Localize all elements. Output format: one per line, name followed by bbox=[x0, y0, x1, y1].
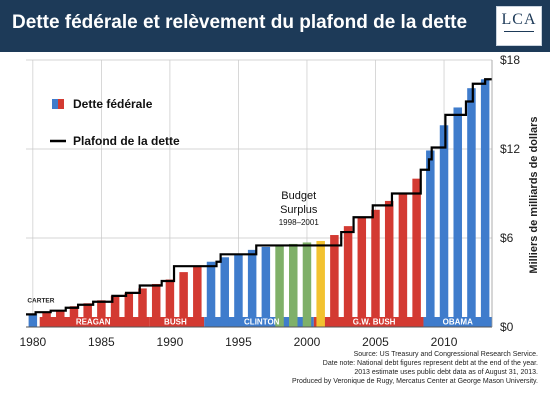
legend-swatch-blue bbox=[52, 99, 58, 109]
x-tick-label: 1985 bbox=[88, 335, 115, 349]
era-label: REAGAN bbox=[76, 318, 111, 327]
debt-bar bbox=[453, 107, 462, 327]
surplus-label: Budget bbox=[281, 190, 316, 202]
debt-bar bbox=[124, 292, 134, 327]
debt-bar bbox=[357, 217, 367, 327]
era-label: BUSH bbox=[164, 318, 187, 327]
surplus-range-label: 1998–2001 bbox=[279, 218, 320, 227]
debt-bar bbox=[371, 209, 380, 327]
debt-bar bbox=[467, 88, 476, 327]
debt-bar bbox=[247, 249, 257, 327]
era-band bbox=[39, 317, 150, 327]
legend-label-debt: Dette fédérale bbox=[73, 97, 153, 111]
era-label: G.W. BUSH bbox=[353, 318, 396, 327]
debt-bar bbox=[398, 193, 408, 327]
legend-label-ceiling: Plafond de la dette bbox=[73, 134, 180, 148]
debt-bar bbox=[179, 272, 188, 327]
debt-bar bbox=[343, 226, 353, 327]
logo-text: LCA bbox=[501, 11, 537, 28]
debt-bar bbox=[42, 312, 51, 327]
x-tick-label: 2000 bbox=[294, 335, 321, 349]
x-tick-label: 2010 bbox=[431, 335, 458, 349]
debt-bar bbox=[330, 235, 339, 327]
x-tick-label: 2005 bbox=[362, 335, 389, 349]
debt-bar bbox=[56, 310, 65, 327]
page-title: Dette fédérale et relèvement du plafond … bbox=[12, 12, 468, 33]
y-tick-label: $0 bbox=[500, 320, 514, 334]
x-tick-label: 1990 bbox=[157, 335, 184, 349]
debt-bar bbox=[426, 150, 435, 327]
era-label-carter: CARTER bbox=[27, 298, 54, 305]
debt-bar bbox=[384, 200, 394, 327]
source-line: Produced by Veronique de Rugy, Mercatus … bbox=[291, 378, 538, 385]
debt-bar bbox=[302, 242, 312, 327]
debt-bar bbox=[206, 261, 216, 327]
debt-bar bbox=[97, 300, 106, 327]
debt-ceiling-line bbox=[26, 78, 492, 316]
logo-divider bbox=[504, 31, 534, 32]
x-tick-label: 1995 bbox=[225, 335, 252, 349]
debt-bar bbox=[69, 306, 79, 327]
debt-bar bbox=[439, 125, 449, 328]
source-notes: Source: US Treasury and Congressional Re… bbox=[208, 350, 538, 386]
era-band bbox=[149, 317, 205, 327]
debt-bar bbox=[261, 246, 271, 327]
debt-bar bbox=[316, 240, 325, 327]
debt-bar bbox=[193, 266, 202, 327]
y-tick-label: $18 bbox=[500, 53, 520, 67]
debt-bar bbox=[151, 283, 161, 327]
debt-chart: CARTER REAGAN BUSH CLINTON G.W. BUSH OBAMA 198… bbox=[20, 53, 540, 349]
debt-bar bbox=[289, 243, 298, 327]
title-bar: Dette fédérale et relèvement du plafond … bbox=[0, 0, 550, 52]
y-tick-label: $12 bbox=[500, 142, 520, 156]
debt-bar bbox=[165, 279, 175, 327]
lca-logo: LCA bbox=[496, 6, 542, 46]
era-label: OBAMA bbox=[443, 318, 473, 327]
y-axis-title: Milliers de milliards de dollars bbox=[528, 116, 540, 273]
y-tick-label: $6 bbox=[500, 231, 514, 245]
legend-swatch-red bbox=[58, 99, 64, 109]
debt-bar bbox=[480, 79, 490, 328]
debt-bar bbox=[275, 245, 284, 327]
source-line: Date note: National debt figures represe… bbox=[322, 360, 538, 367]
source-line: Source: US Treasury and Congressional Re… bbox=[353, 351, 538, 358]
era-band bbox=[313, 317, 424, 327]
debt-bar bbox=[412, 178, 421, 327]
debt-bar bbox=[110, 295, 120, 327]
debt-bar bbox=[138, 288, 147, 327]
debt-bar bbox=[220, 257, 229, 327]
source-line: 2013 estimate uses public debt data as o… bbox=[354, 369, 538, 376]
debt-bar bbox=[83, 303, 92, 327]
debt-bar bbox=[28, 313, 38, 327]
surplus-label: Surplus bbox=[280, 204, 318, 216]
era-label: CLINTON bbox=[244, 318, 280, 327]
era-band bbox=[204, 317, 314, 327]
debt-bar bbox=[234, 254, 243, 327]
x-tick-label: 1980 bbox=[20, 335, 47, 349]
